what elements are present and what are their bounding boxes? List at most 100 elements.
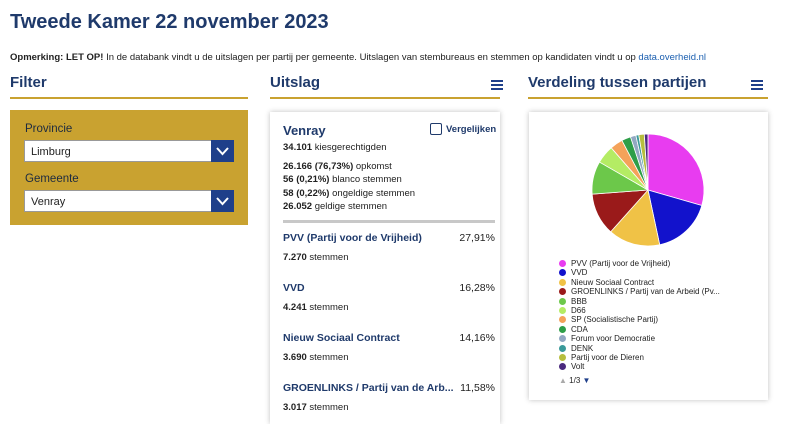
pager-label: 1/3 (569, 376, 581, 385)
legend-label: Nieuw Sociaal Contract (571, 277, 655, 287)
menu-button[interactable] (751, 80, 763, 92)
stat-row: 58 (0,22%) ongeldige stemmen (283, 188, 415, 199)
pie-slice (610, 189, 661, 247)
party-percent: 16,28% (459, 282, 495, 294)
party-percent: 27,91% (459, 232, 495, 244)
pager: ▲ 1/3 ▼ (559, 376, 591, 385)
legend-item[interactable]: D66 (559, 306, 720, 315)
legend-swatch (559, 306, 566, 314)
legend-swatch (559, 353, 566, 361)
divider (283, 220, 495, 223)
stat-value: 58 (0,22%) (283, 188, 330, 199)
filter-box: Provincie Limburg Gemeente Venray (10, 110, 248, 225)
result-card: Venray Vergelijken 34.101 kiesgerechtigd… (270, 112, 500, 424)
notice-text: In de databank vindt u de uitslagen per … (106, 52, 636, 63)
stat-value: 34.101 (283, 142, 313, 153)
notice-link[interactable]: data.overheid.nl (638, 52, 707, 63)
votes-value: 3.690 (283, 352, 307, 363)
legend-item[interactable]: DENK (559, 344, 720, 353)
municipality-select[interactable]: Venray (24, 190, 234, 212)
legend-label: Partij voor de Dieren (571, 352, 644, 362)
party-percent: 14,16% (459, 332, 495, 344)
rule (528, 97, 768, 99)
legend-item[interactable]: Nieuw Sociaal Contract (559, 278, 720, 287)
page-title: Tweede Kamer 22 november 2023 (10, 11, 329, 33)
stat-label: blanco stemmen (332, 174, 402, 185)
legend-swatch (559, 335, 566, 343)
notice-label: Opmerking: LET OP! (10, 52, 104, 63)
compare-checkbox[interactable]: Vergelijken (430, 123, 496, 135)
legend-swatch (559, 363, 566, 371)
rule (270, 97, 500, 99)
votes-label: stemmen (309, 302, 349, 313)
legend-item[interactable]: Partij voor de Dieren (559, 353, 720, 362)
legend-label: VVD (571, 268, 588, 278)
stat-row: 26.166 (76,73%) opkomst (283, 161, 392, 172)
legend-swatch (559, 288, 566, 296)
result-heading: Uitslag (270, 74, 321, 91)
rule (10, 97, 248, 99)
legend-item[interactable]: BBB (559, 297, 720, 306)
arrow-icon (216, 147, 229, 156)
stat-label: opkomst (355, 161, 392, 172)
legend-swatch (559, 344, 566, 352)
compare-label: Vergelijken (446, 124, 497, 135)
legend-item[interactable]: GROENLINKS / Partij van de Arbeid (Pv... (559, 287, 720, 296)
party-votes: 3.017 stemmen (283, 402, 349, 413)
party-name[interactable]: VVD (283, 282, 305, 294)
legend-label: Forum voor Democratie (571, 334, 656, 344)
legend-label: Volt (571, 362, 585, 372)
stat-label: geldige stemmen (314, 201, 388, 212)
field-label: Gemeente (25, 173, 79, 185)
party-name[interactable]: Nieuw Sociaal Contract (283, 332, 400, 344)
menu-button[interactable] (491, 80, 503, 92)
select-value: Venray (31, 196, 66, 208)
votes-label: stemmen (309, 352, 349, 363)
notice: Opmerking: LET OP! In de databank vindt … (10, 52, 706, 63)
votes-value: 4.241 (283, 302, 307, 313)
select-arrow (211, 190, 234, 212)
legend-swatch (559, 260, 566, 267)
stat-row: 56 (0,21%) blanco stemmen (283, 174, 402, 185)
votes-value: 3.017 (283, 402, 307, 413)
legend-item[interactable]: PVV (Partij voor de Vrijheid) (559, 259, 720, 268)
province-select[interactable]: Limburg (24, 140, 234, 162)
legend-label: D66 (571, 305, 586, 315)
legend-swatch (559, 297, 566, 305)
pie-slice (647, 189, 703, 246)
legend-swatch (559, 269, 566, 277)
place-name: Venray (283, 123, 326, 138)
votes-label: stemmen (309, 402, 349, 413)
party-votes: 4.241 stemmen (283, 302, 349, 313)
legend-label: GROENLINKS / Partij van de Arbeid (Pv... (571, 287, 720, 297)
next-page[interactable]: ▼ (582, 376, 591, 385)
chart-card: PVV (Partij voor de Vrijheid) VVD Nieuw So… (529, 112, 768, 400)
legend-item[interactable]: CDA (559, 325, 720, 334)
stat-label: ongeldige stemmen (332, 188, 416, 199)
legend-item[interactable]: Volt (559, 362, 720, 371)
party-name[interactable]: PVV (Partij voor de Vrijheid) (283, 232, 422, 244)
legend-label: BBB (571, 296, 588, 306)
legend-item[interactable]: Forum voor Democratie (559, 334, 720, 343)
party-percent: 11,58% (460, 382, 495, 394)
legend-label: DENK (571, 343, 594, 353)
legend-item[interactable]: VVD (559, 268, 720, 277)
distribution-heading: Verdeling tussen partijen (528, 74, 707, 91)
stat-value: 26.052 (283, 201, 313, 212)
stat-row: 26.052 geldige stemmen (283, 201, 387, 212)
filter-heading: Filter (10, 74, 47, 91)
stat-row: 34.101 kiesgerechtigden (283, 142, 387, 153)
legend-swatch (559, 316, 566, 324)
legend-swatch (559, 325, 566, 333)
legend-label: SP (Socialistische Partij) (571, 315, 658, 325)
votes-label: stemmen (309, 252, 349, 263)
party-name[interactable]: GROENLINKS / Partij van de Arb... (283, 382, 454, 394)
legend-swatch (559, 278, 566, 286)
legend-item[interactable]: SP (Socialistische Partij) (559, 315, 720, 324)
legend-label: CDA (571, 324, 588, 334)
pie-slice (647, 133, 705, 206)
select-value: Limburg (31, 146, 71, 158)
pie-chart (591, 133, 705, 247)
stat-value: 26.166 (76,73%) (283, 161, 354, 172)
